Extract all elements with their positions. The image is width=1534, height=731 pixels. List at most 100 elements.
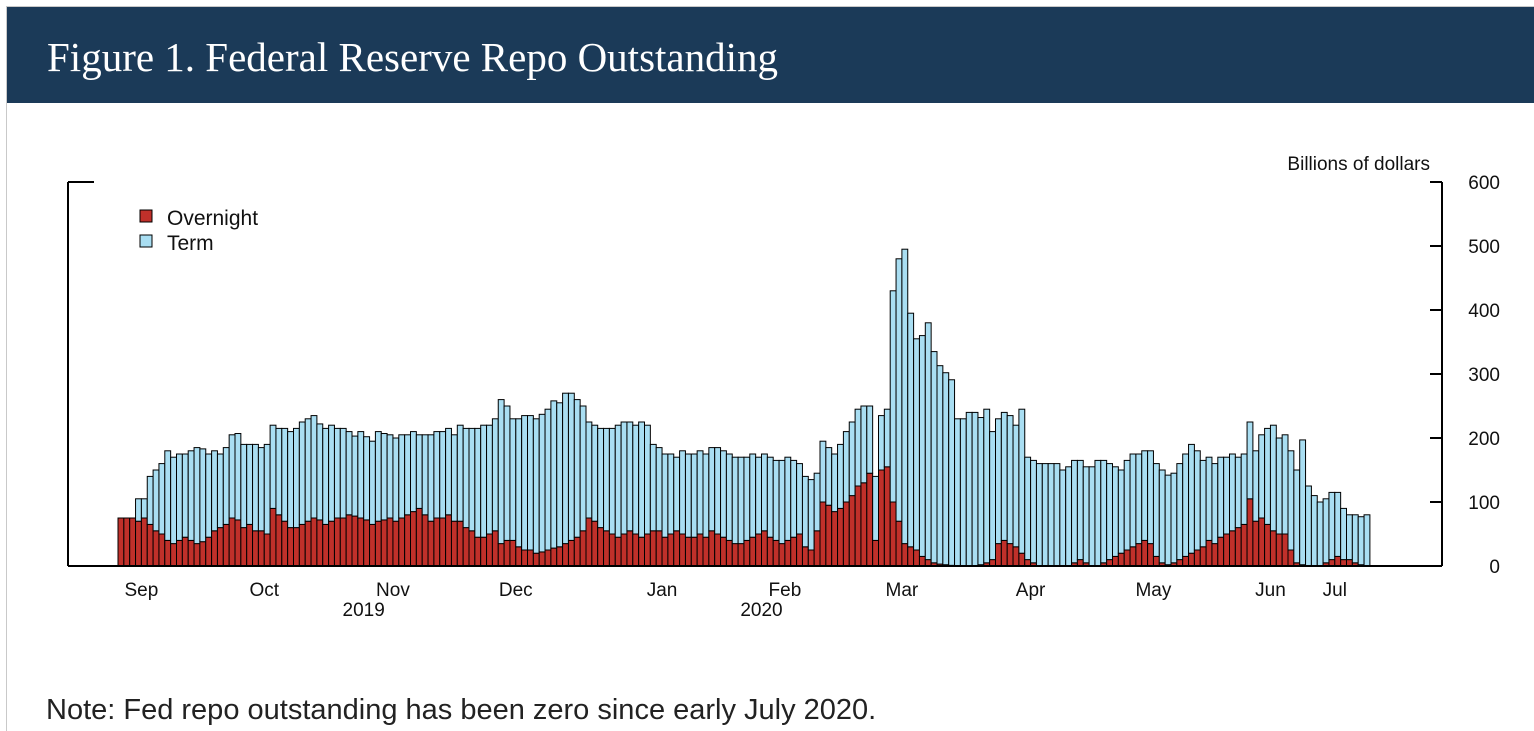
term-bar xyxy=(819,440,827,503)
overnight-bar xyxy=(164,539,172,567)
term-bar xyxy=(854,408,862,487)
term-bar xyxy=(1340,507,1348,561)
term-bar xyxy=(1123,459,1131,551)
overnight-bar xyxy=(146,523,154,567)
term-bar xyxy=(550,400,558,549)
term-bar xyxy=(1112,466,1119,557)
overnight-bar xyxy=(158,533,166,567)
term-bar xyxy=(415,434,423,509)
overnight-bar xyxy=(1141,539,1149,567)
term-bar xyxy=(1234,456,1242,529)
term-bar xyxy=(597,427,605,529)
term-bar xyxy=(228,434,236,519)
overnight-bar xyxy=(374,520,382,567)
overnight-bar xyxy=(445,514,452,567)
overnight-bar xyxy=(737,543,745,567)
term-bar xyxy=(562,392,569,545)
term-bar xyxy=(913,338,920,551)
term-bar xyxy=(860,405,868,484)
overnight-bar xyxy=(392,520,400,567)
term-bar xyxy=(573,399,581,538)
term-bar xyxy=(813,472,821,532)
term-bar xyxy=(193,447,201,545)
y-axis-unit-label: Billions of dollars xyxy=(1287,154,1430,175)
overnight-bar xyxy=(421,514,429,567)
overnight-bar xyxy=(386,517,394,567)
overnight-bar xyxy=(497,543,505,567)
overnight-bar xyxy=(427,520,435,567)
overnight-bar xyxy=(532,552,540,567)
overnight-bar xyxy=(298,523,306,567)
term-bar xyxy=(1000,411,1008,541)
x-month-label: Jan xyxy=(647,580,678,601)
overnight-bar xyxy=(193,543,201,567)
y-tick-label: 300 xyxy=(1468,365,1500,386)
term-bar xyxy=(1065,466,1073,567)
term-bar xyxy=(1018,408,1026,554)
term-bar xyxy=(989,431,997,561)
overnight-bar xyxy=(854,485,862,567)
overnight-bar xyxy=(263,533,271,567)
overnight-bar xyxy=(257,530,265,567)
overnight-bar xyxy=(1112,555,1119,567)
term-bar xyxy=(1088,466,1096,567)
y-tick-label: 400 xyxy=(1468,301,1500,322)
figure-frame xyxy=(6,6,1534,731)
overnight-bar xyxy=(1000,539,1008,567)
term-bar xyxy=(585,421,593,519)
term-bar xyxy=(1059,469,1067,567)
term-bar xyxy=(468,427,476,532)
overnight-bar xyxy=(1264,523,1271,567)
overnight-bar xyxy=(491,530,499,567)
term-bar xyxy=(234,433,242,521)
overnight-bar xyxy=(614,536,622,567)
term-bar xyxy=(1316,501,1324,567)
overnight-bar xyxy=(1246,498,1254,567)
overnight-bar xyxy=(813,530,821,567)
term-bar xyxy=(702,453,710,538)
overnight-bar xyxy=(433,517,441,567)
term-bar xyxy=(333,427,341,519)
term-bar xyxy=(1346,514,1353,561)
x-month-label: Mar xyxy=(886,580,919,601)
term-bar xyxy=(761,453,768,532)
overnight-bar xyxy=(907,546,915,567)
term-bar xyxy=(872,475,880,541)
term-bar xyxy=(1147,450,1154,545)
term-bar xyxy=(737,456,745,545)
term-bar xyxy=(579,405,587,532)
term-bar xyxy=(936,365,944,565)
term-bar xyxy=(603,427,610,532)
overnight-bar xyxy=(304,520,312,567)
term-bar xyxy=(1217,456,1225,538)
overnight-bar xyxy=(339,517,347,567)
term-bar xyxy=(895,258,903,522)
term-bar xyxy=(567,392,575,541)
overnight-bar xyxy=(807,549,815,567)
overnight-bar xyxy=(357,517,365,567)
term-bar xyxy=(380,433,388,521)
overnight-bar xyxy=(1006,543,1014,567)
overnight-bar xyxy=(246,523,254,567)
term-bar xyxy=(287,431,294,529)
term-bar xyxy=(1229,453,1236,532)
overnight-bar xyxy=(135,520,142,567)
overnight-bar xyxy=(1269,530,1277,567)
term-bar xyxy=(971,411,979,567)
term-bar xyxy=(328,424,335,522)
term-bar xyxy=(293,427,300,529)
overnight-bar xyxy=(1217,536,1225,567)
overnight-bar xyxy=(591,520,599,567)
overnight-bar xyxy=(901,543,909,567)
term-bar xyxy=(801,475,809,548)
overnight-bar xyxy=(486,533,493,567)
overnight-bar xyxy=(883,466,891,567)
overnight-bar xyxy=(1123,549,1131,567)
overnight-bar xyxy=(1229,530,1236,567)
overnight-bar xyxy=(1281,533,1289,567)
term-bar xyxy=(1152,463,1160,557)
overnight-bar xyxy=(310,517,318,567)
term-bar xyxy=(831,453,839,513)
term-bar xyxy=(1006,415,1014,545)
term-bar xyxy=(1024,456,1032,561)
